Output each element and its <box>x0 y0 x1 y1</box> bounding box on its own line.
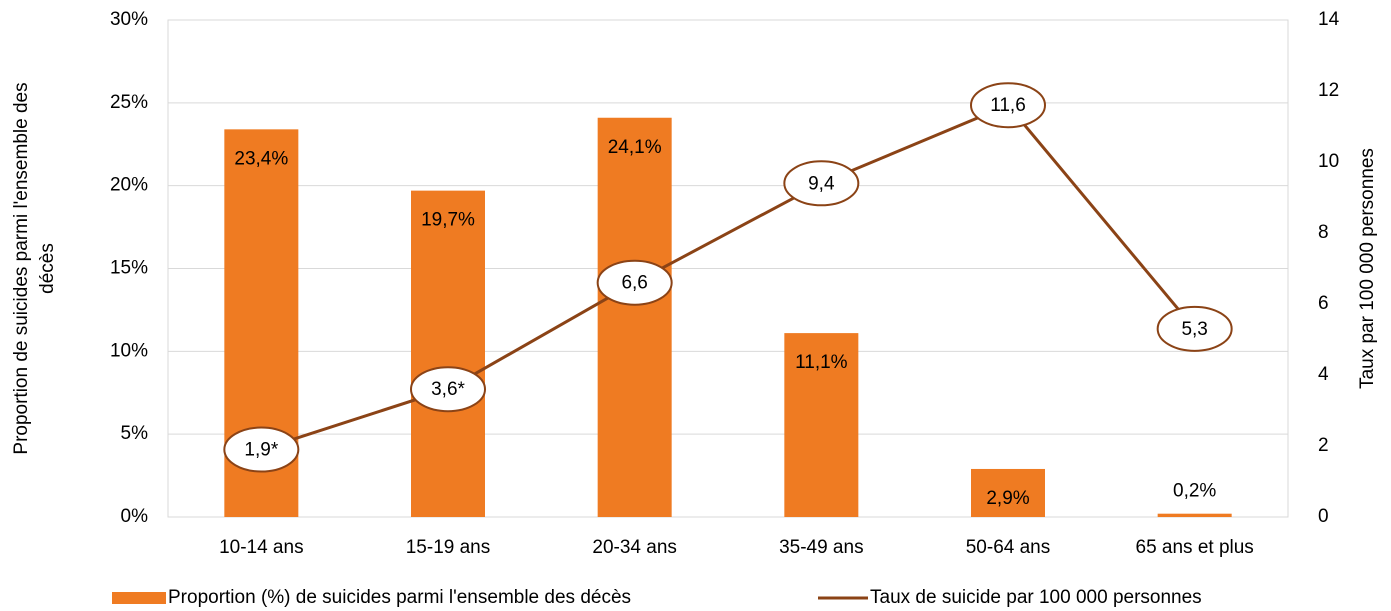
bar-value-label: 24,1% <box>608 137 662 158</box>
y-axis-title: décès <box>37 243 58 294</box>
y2-tick-label: 6 <box>1318 293 1329 314</box>
y2-tick-label: 10 <box>1318 151 1339 172</box>
point-label-bubble <box>783 160 860 207</box>
line <box>260 103 1196 451</box>
point-value-label: 3,6* <box>431 379 465 400</box>
y2-tick-label: 12 <box>1318 80 1339 101</box>
legend-swatch <box>112 592 166 604</box>
legend-label: Proportion (%) de suicides parmi l'ensem… <box>168 587 631 608</box>
y-tick-label: 0% <box>121 506 149 527</box>
x-tick-label: 10-14 ans <box>219 537 304 558</box>
bar-value-label: 11,1% <box>795 352 848 373</box>
bar <box>784 333 859 517</box>
x-tick-label: 65 ans et plus <box>1136 537 1254 558</box>
point-label-bubble <box>596 259 673 306</box>
legend-label: Taux de suicide par 100 000 personnes <box>870 587 1202 608</box>
y2-tick-label: 4 <box>1318 364 1329 385</box>
y-tick-label: 20% <box>110 175 148 196</box>
point-label-bubble <box>223 426 300 473</box>
point-value-label: 1,9* <box>244 440 278 461</box>
x-tick-label: 35-49 ans <box>779 537 864 558</box>
y2-tick-label: 14 <box>1318 9 1340 30</box>
bar <box>971 468 1045 517</box>
bar-value-label: 19,7% <box>421 210 475 231</box>
point-label-bubble <box>970 82 1046 129</box>
point-label-bubble <box>410 366 486 413</box>
y-tick-label: 5% <box>121 423 149 444</box>
y-tick-label: 30% <box>110 9 148 30</box>
x-tick-label: 50-64 ans <box>966 537 1051 558</box>
bar-value-label: 2,9% <box>986 488 1029 509</box>
y2-tick-label: 2 <box>1318 435 1329 456</box>
y-tick-label: 10% <box>110 340 148 361</box>
bar <box>411 190 485 518</box>
y2-axis-title: Taux par 100 000 personnes <box>1357 148 1378 389</box>
point-value-label: 6,6 <box>621 273 647 294</box>
y2-tick-label: 0 <box>1318 506 1329 527</box>
y-tick-label: 15% <box>110 258 148 279</box>
y-tick-label: 25% <box>110 92 148 113</box>
bar-value-label: 23,4% <box>234 148 288 169</box>
x-tick-label: 15-19 ans <box>406 537 491 558</box>
bar <box>597 117 672 517</box>
bar-value-label: 0,2% <box>1173 481 1216 502</box>
point-label-bubble <box>1156 305 1233 352</box>
point-value-label: 5,3 <box>1181 319 1207 340</box>
point-value-label: 11,6 <box>990 95 1026 116</box>
y-axis-title: Proportion de suicides parmi l'ensemble … <box>11 82 32 454</box>
x-tick-label: 20-34 ans <box>592 537 677 558</box>
y2-tick-label: 8 <box>1318 222 1329 243</box>
bar <box>1157 513 1232 517</box>
point-value-label: 9,4 <box>808 173 835 194</box>
